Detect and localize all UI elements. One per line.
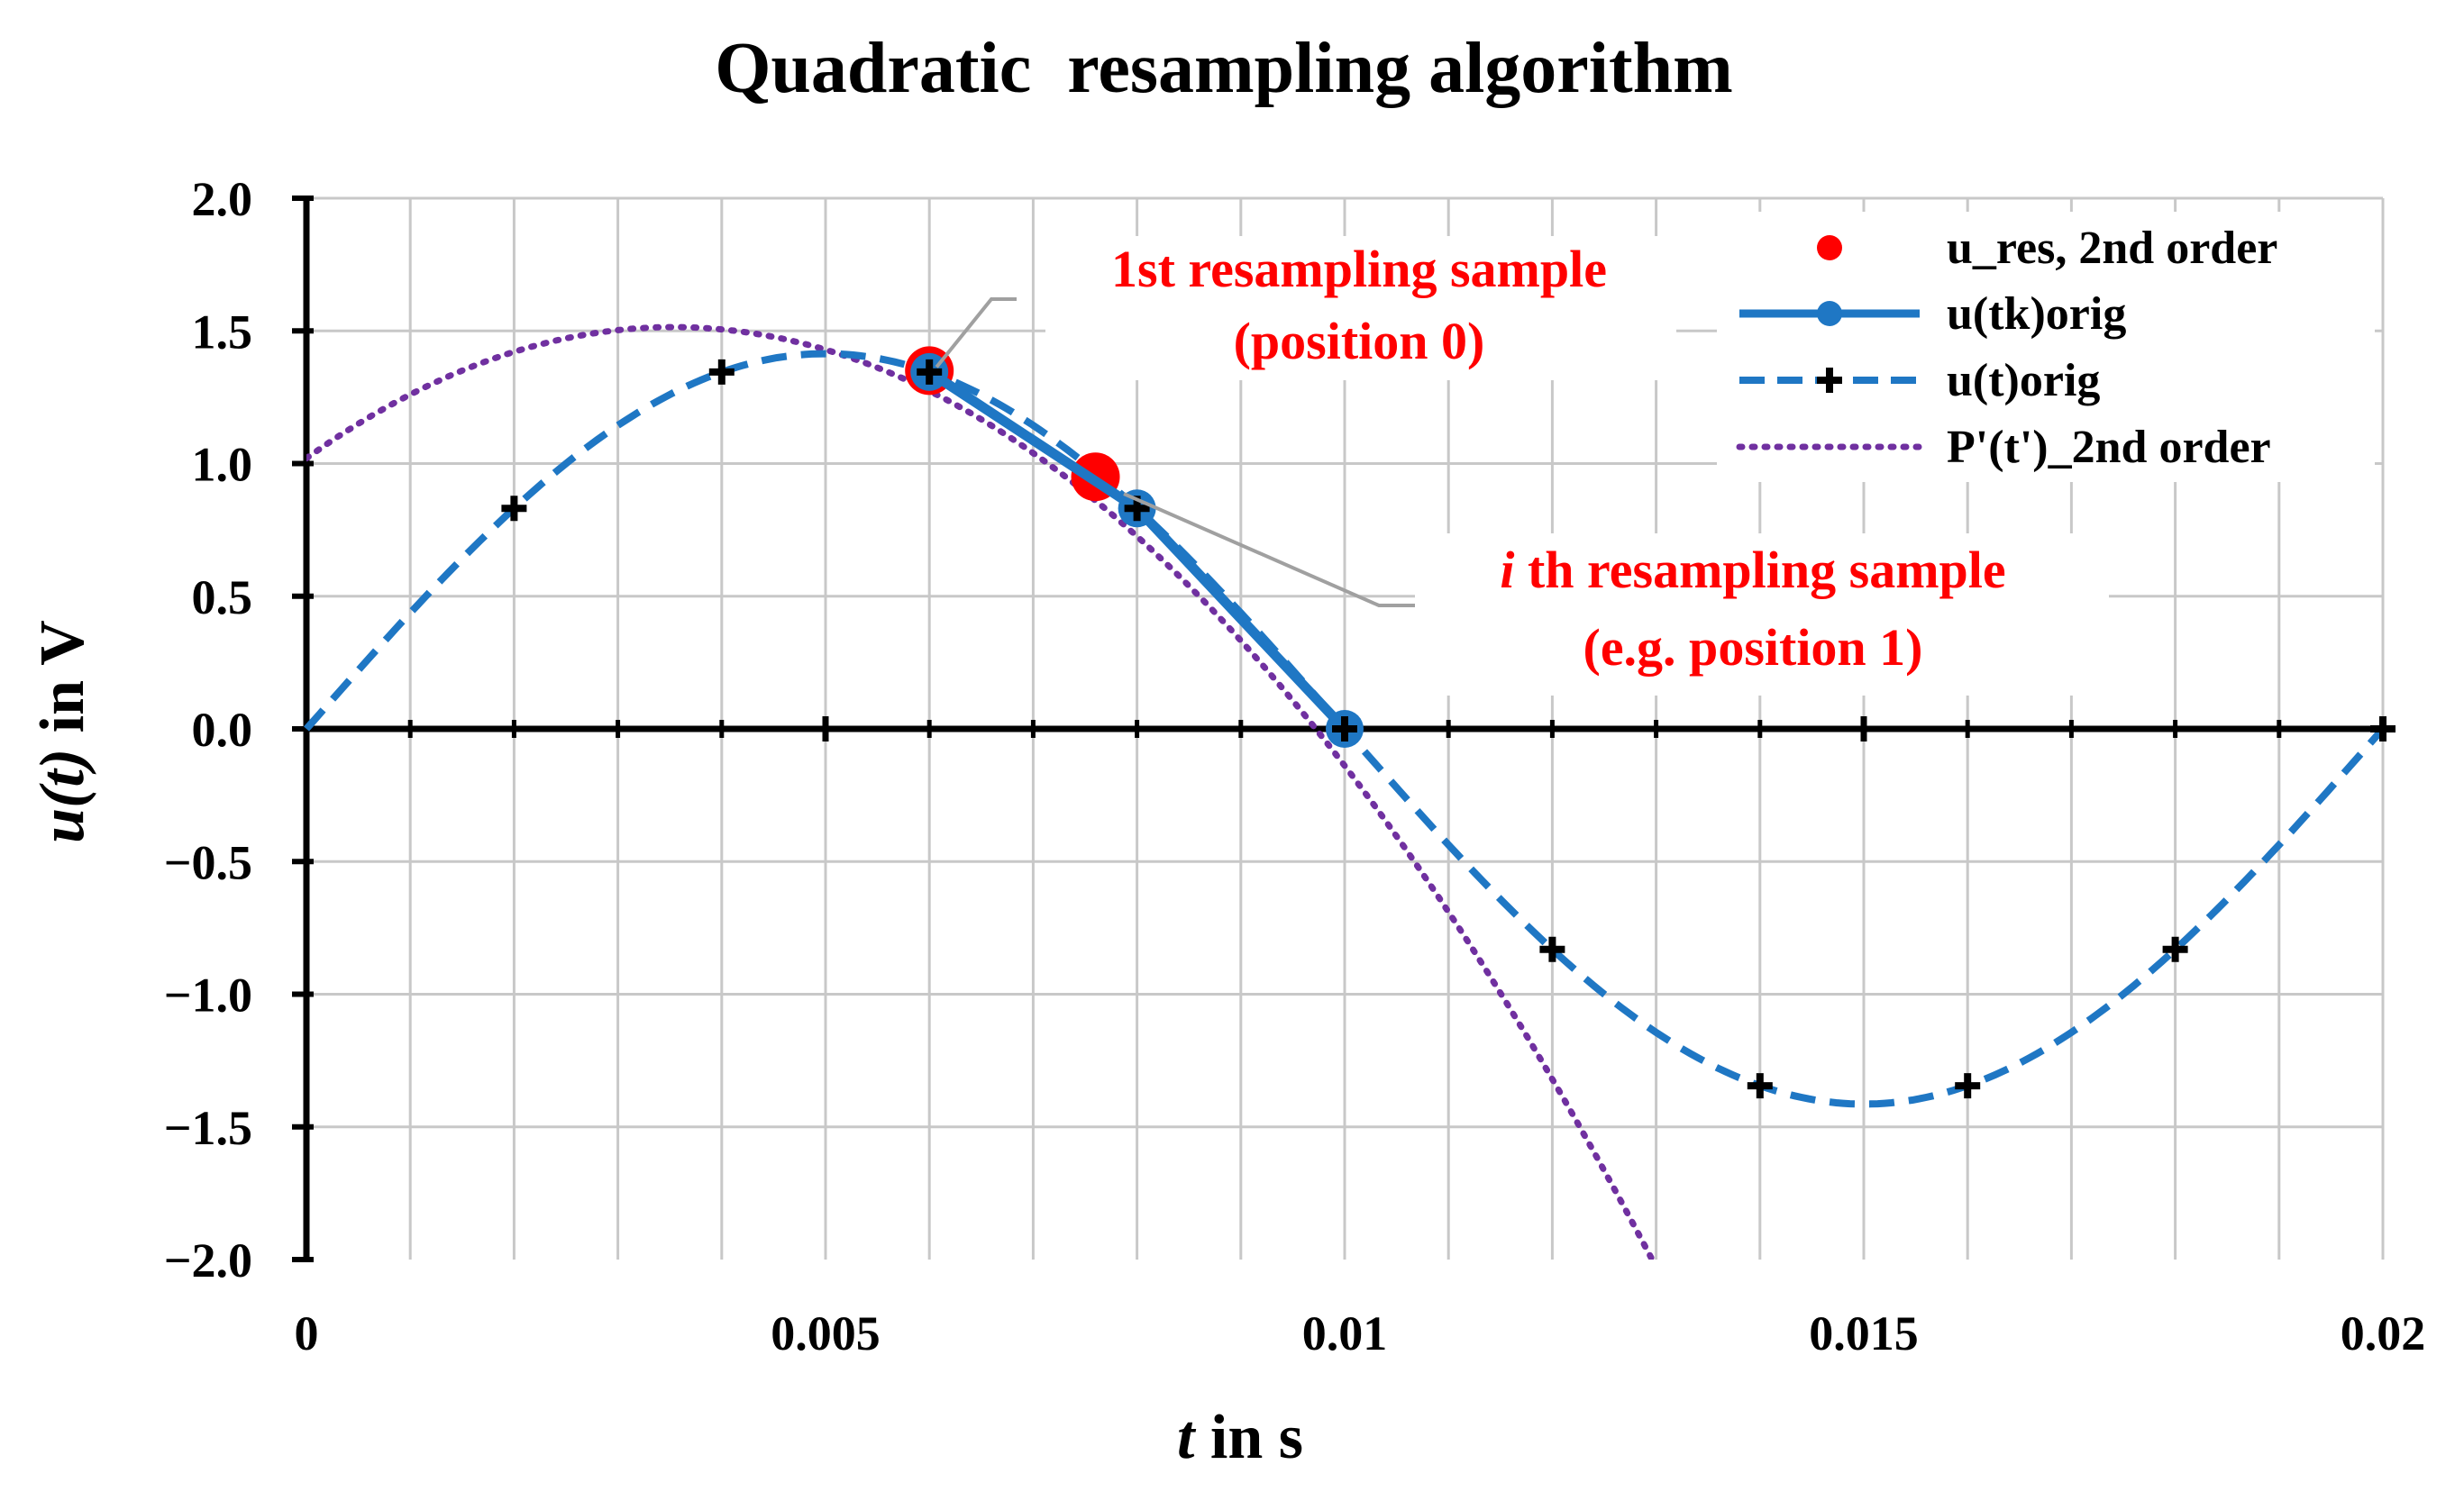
series-u-t-orig-point xyxy=(2370,716,2396,741)
legend-item: u(t)orig xyxy=(1739,355,2100,406)
series-u-t-orig-point xyxy=(1332,716,1357,741)
annotation-2-line-1: i th resampling sample xyxy=(1500,541,2005,599)
annotation-2-text: th resampling sample xyxy=(1514,541,2005,599)
series-u-t-orig-point xyxy=(1747,1073,1773,1099)
annotation-2-italic-i: i xyxy=(1500,541,1514,599)
chart-title: Quadratic resampling algorithm xyxy=(715,29,1733,108)
x-axis-variable: t xyxy=(1177,1403,1197,1472)
annotations: 1st resampling sample (position 0) i th re… xyxy=(935,236,2109,696)
y-axis-variable: u(t) xyxy=(28,749,97,843)
x-axis-unit: in s xyxy=(1194,1403,1303,1472)
legend-label: u(tk)orig xyxy=(1947,288,2126,340)
x-axis-label: t in s xyxy=(1177,1403,1303,1472)
legend-symbol-u-t-orig-marker xyxy=(1817,368,1842,393)
legend: u_res, 2nd order u(tk)orig u(t)orig P'(t')_… xyxy=(1717,212,2375,482)
y-tick-label: −1.0 xyxy=(164,969,252,1023)
x-tick-label: 0.015 xyxy=(1809,1306,1919,1360)
annotation-1-line-1: 1st resampling sample xyxy=(1111,240,1607,298)
series-u-t-orig-point xyxy=(917,359,943,385)
series-u-t-orig-point xyxy=(2162,936,2188,962)
series-u-t-orig-point xyxy=(1955,1073,1981,1099)
annotation-1-leader-line xyxy=(935,297,1017,368)
legend-label: u_res, 2nd order xyxy=(1947,223,2277,274)
annotation-1-background xyxy=(1045,236,1676,380)
x-tick-label: 0.02 xyxy=(2341,1306,2426,1360)
y-axis-label: u(t) in V xyxy=(28,620,97,843)
legend-label: u(t)orig xyxy=(1947,355,2100,406)
legend-item: u_res, 2nd order xyxy=(1817,223,2277,274)
x-tick-label: 0.005 xyxy=(771,1306,881,1360)
x-tick-label: 0 xyxy=(295,1306,319,1360)
y-tick-label: −0.5 xyxy=(164,835,252,889)
y-axis-unit: in V xyxy=(28,620,97,749)
series-u-t-orig-point xyxy=(1539,936,1565,962)
y-tick-label: 2.0 xyxy=(192,172,253,226)
y-tick-label: −2.0 xyxy=(164,1233,252,1287)
tick-labels: 2.0 1.5 1.0 0.5 0.0 −0.5 −1.0 −1.5 −2.0 0 0.005 0.0… xyxy=(164,172,2426,1360)
series-u-t-orig-point xyxy=(501,496,527,522)
legend-label: P'(t')_2nd order xyxy=(1947,422,2271,473)
series-u-t-orig-point xyxy=(708,359,735,385)
y-tick-label: 0.0 xyxy=(192,703,253,757)
legend-symbol-u-res xyxy=(1817,235,1842,260)
annotation-2-line-2: (e.g. position 1) xyxy=(1583,618,1923,677)
annotation-2-leader-line xyxy=(1123,492,1415,607)
annotation-2-background xyxy=(1415,533,2109,696)
x-tick-label: 0.01 xyxy=(1302,1306,1388,1360)
y-tick-label: 0.5 xyxy=(192,570,253,624)
series-p-2nd-order-line xyxy=(306,323,1656,1260)
y-tick-label: 1.0 xyxy=(192,438,253,492)
y-tick-label: 1.5 xyxy=(192,305,253,359)
legend-symbol-u-tk-orig-marker xyxy=(1817,301,1842,326)
legend-item: u(tk)orig xyxy=(1739,288,2126,340)
annotation-1-line-2: (position 0) xyxy=(1234,312,1485,370)
legend-item: P'(t')_2nd order xyxy=(1736,422,2271,473)
y-tick-label: −1.5 xyxy=(164,1101,252,1155)
